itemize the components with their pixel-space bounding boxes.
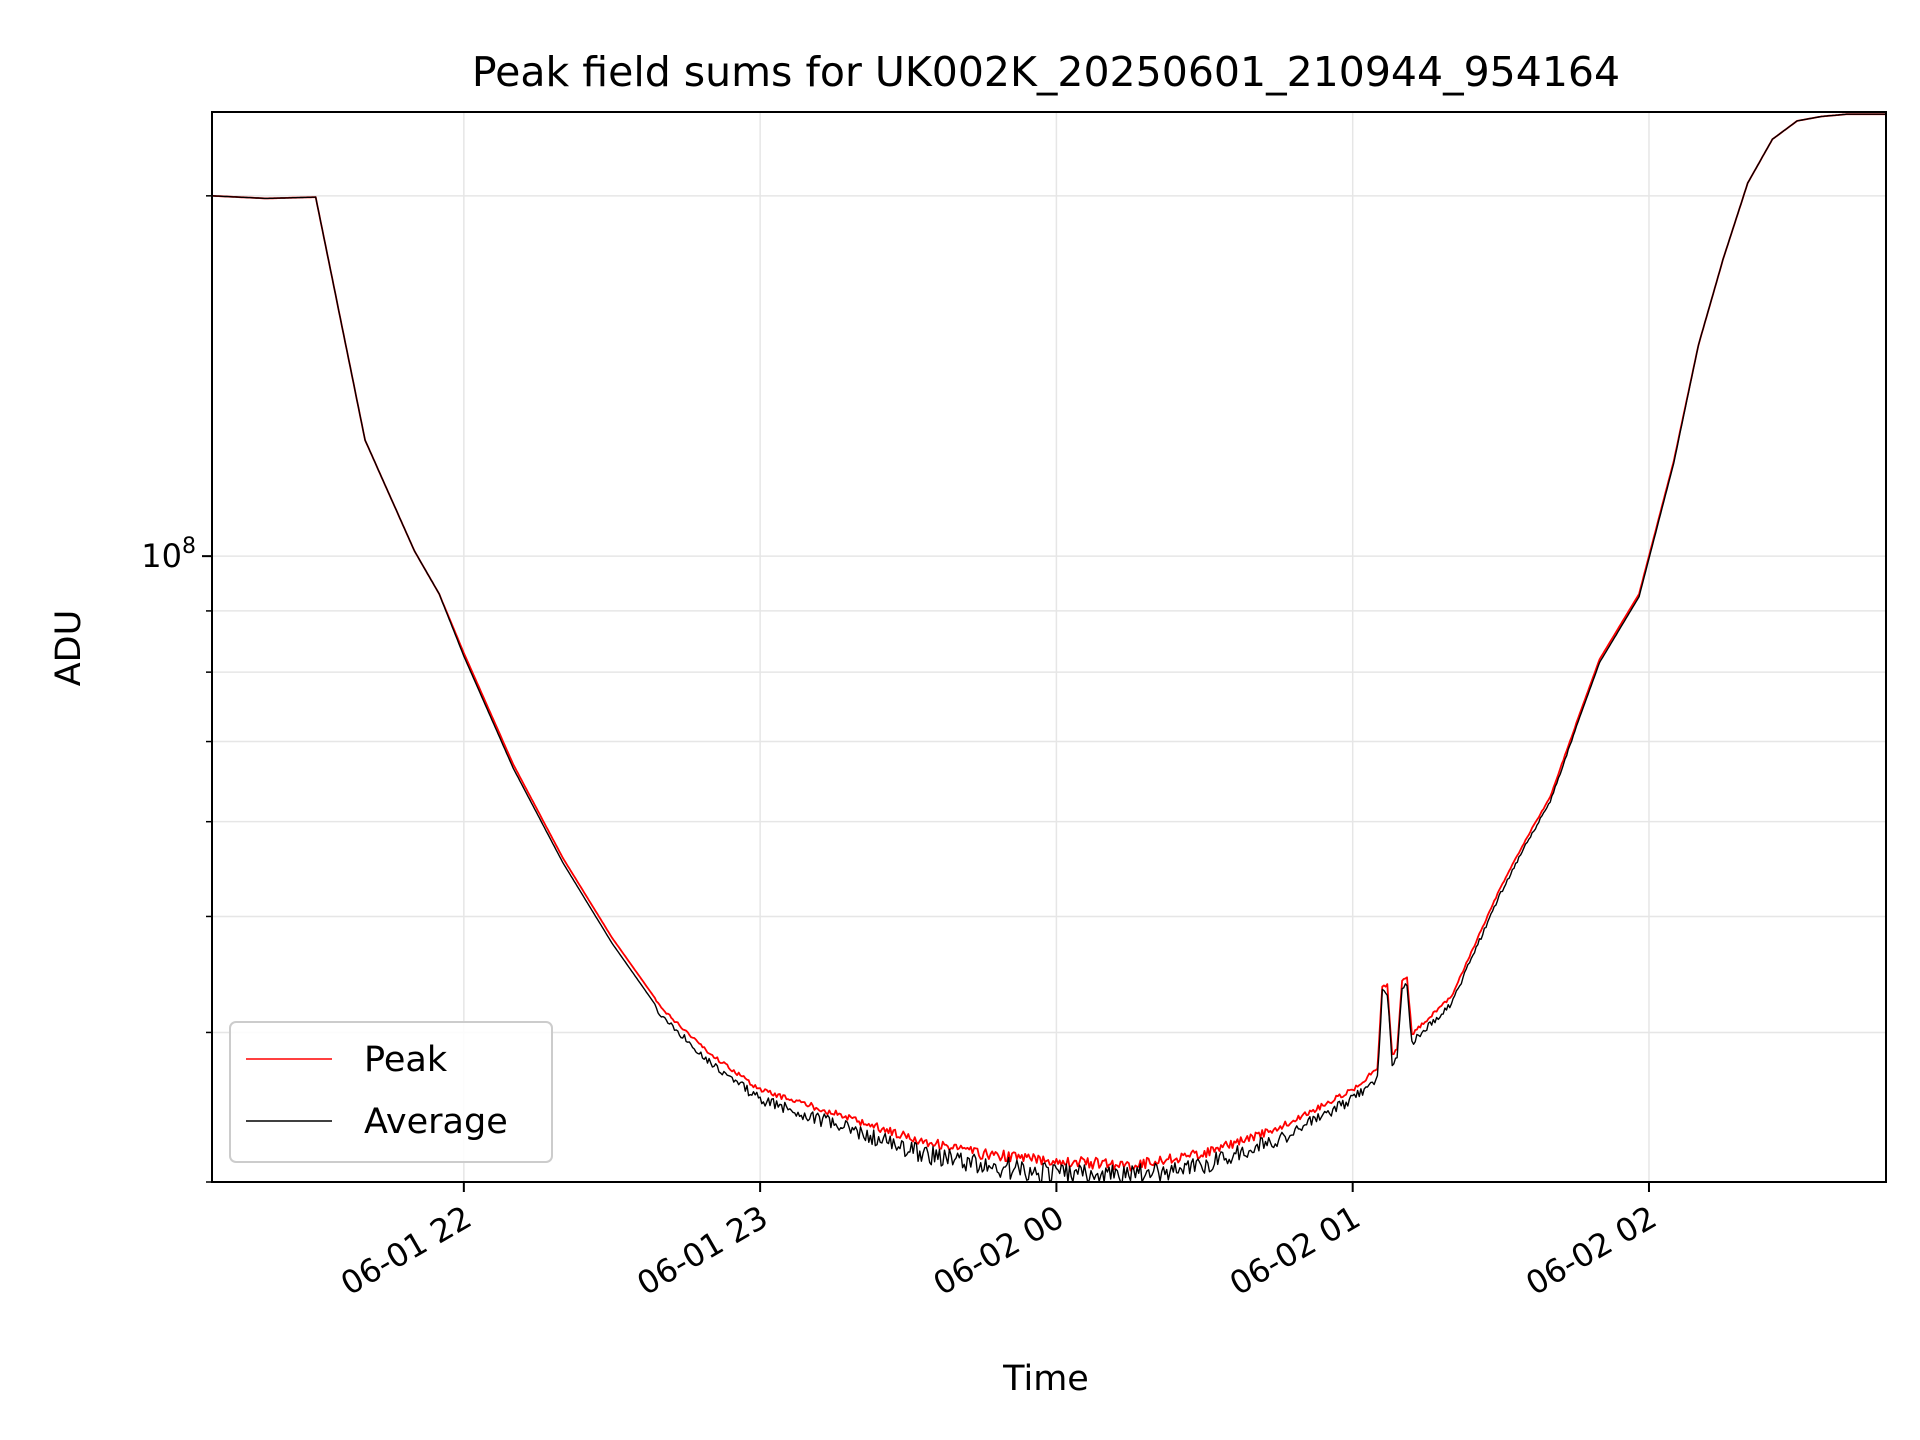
plot-frame [211, 111, 1887, 1183]
legend-label-peak: Peak [364, 1040, 448, 1080]
legend: Peak Average [229, 1021, 553, 1163]
y-axis-label: ADU [49, 610, 89, 687]
legend-label-average: Average [364, 1102, 508, 1142]
legend-box [229, 1021, 553, 1163]
y-tick-label: 108 [141, 534, 196, 575]
x-axis-label: Time [1002, 1359, 1089, 1399]
series-layer [211, 113, 1886, 1183]
series-line-average [211, 113, 1886, 1183]
grid [212, 112, 1886, 1183]
series-line-peak [211, 113, 1886, 1172]
chart-title: Peak field sums for UK002K_20250601_2109… [472, 48, 1620, 96]
